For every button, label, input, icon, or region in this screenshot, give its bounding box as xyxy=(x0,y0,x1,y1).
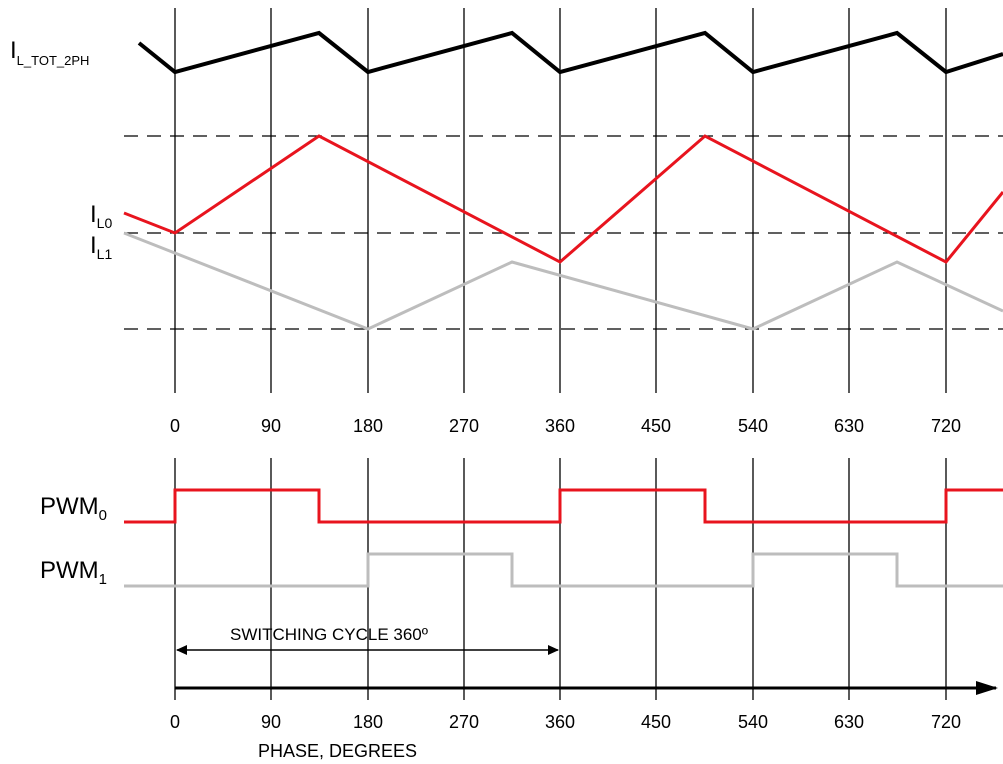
tick-top-450: 450 xyxy=(641,416,671,436)
tick-top-360: 360 xyxy=(545,416,575,436)
pwm1-waveform xyxy=(124,552,1003,588)
tick-top-270: 270 xyxy=(449,416,479,436)
tick-bottom-360: 360 xyxy=(545,712,575,732)
tick-top-0: 0 xyxy=(170,416,180,436)
tick-bottom-630: 630 xyxy=(834,712,864,732)
phase-ticks-bottom: 0 90 180 270 360 450 540 630 720 xyxy=(170,712,961,732)
il0-waveform xyxy=(123,134,1003,264)
x-axis-label: PHASE, DEGREES xyxy=(258,741,417,761)
label-pwm0: PWM0 xyxy=(40,493,107,524)
reference-levels xyxy=(124,135,1003,330)
switching-cycle-label: SWITCHING CYCLE 360º xyxy=(230,625,428,644)
tick-bottom-180: 180 xyxy=(353,712,383,732)
tick-bottom-270: 270 xyxy=(449,712,479,732)
label-i-total: IL_TOT_2PH xyxy=(10,37,89,68)
phase-gridlines xyxy=(174,8,947,700)
tick-top-180: 180 xyxy=(353,416,383,436)
tick-bottom-450: 450 xyxy=(641,712,671,732)
phase-ticks-top: 0 90 180 270 360 450 540 630 720 xyxy=(170,416,961,436)
tick-top-630: 630 xyxy=(834,416,864,436)
tick-bottom-720: 720 xyxy=(931,712,961,732)
tick-bottom-0: 0 xyxy=(170,712,180,732)
label-pwm1: PWM1 xyxy=(40,557,107,588)
tick-bottom-540: 540 xyxy=(738,712,768,732)
tick-bottom-90: 90 xyxy=(261,712,281,732)
label-i-l1: IL1 xyxy=(90,232,112,262)
pwm0-waveform xyxy=(124,488,1003,524)
tick-top-90: 90 xyxy=(261,416,281,436)
il1-waveform xyxy=(123,231,1003,331)
tick-top-540: 540 xyxy=(738,416,768,436)
label-i-l0: IL0 xyxy=(90,201,112,231)
tick-top-720: 720 xyxy=(931,416,961,436)
total-current-waveform xyxy=(137,30,1003,75)
